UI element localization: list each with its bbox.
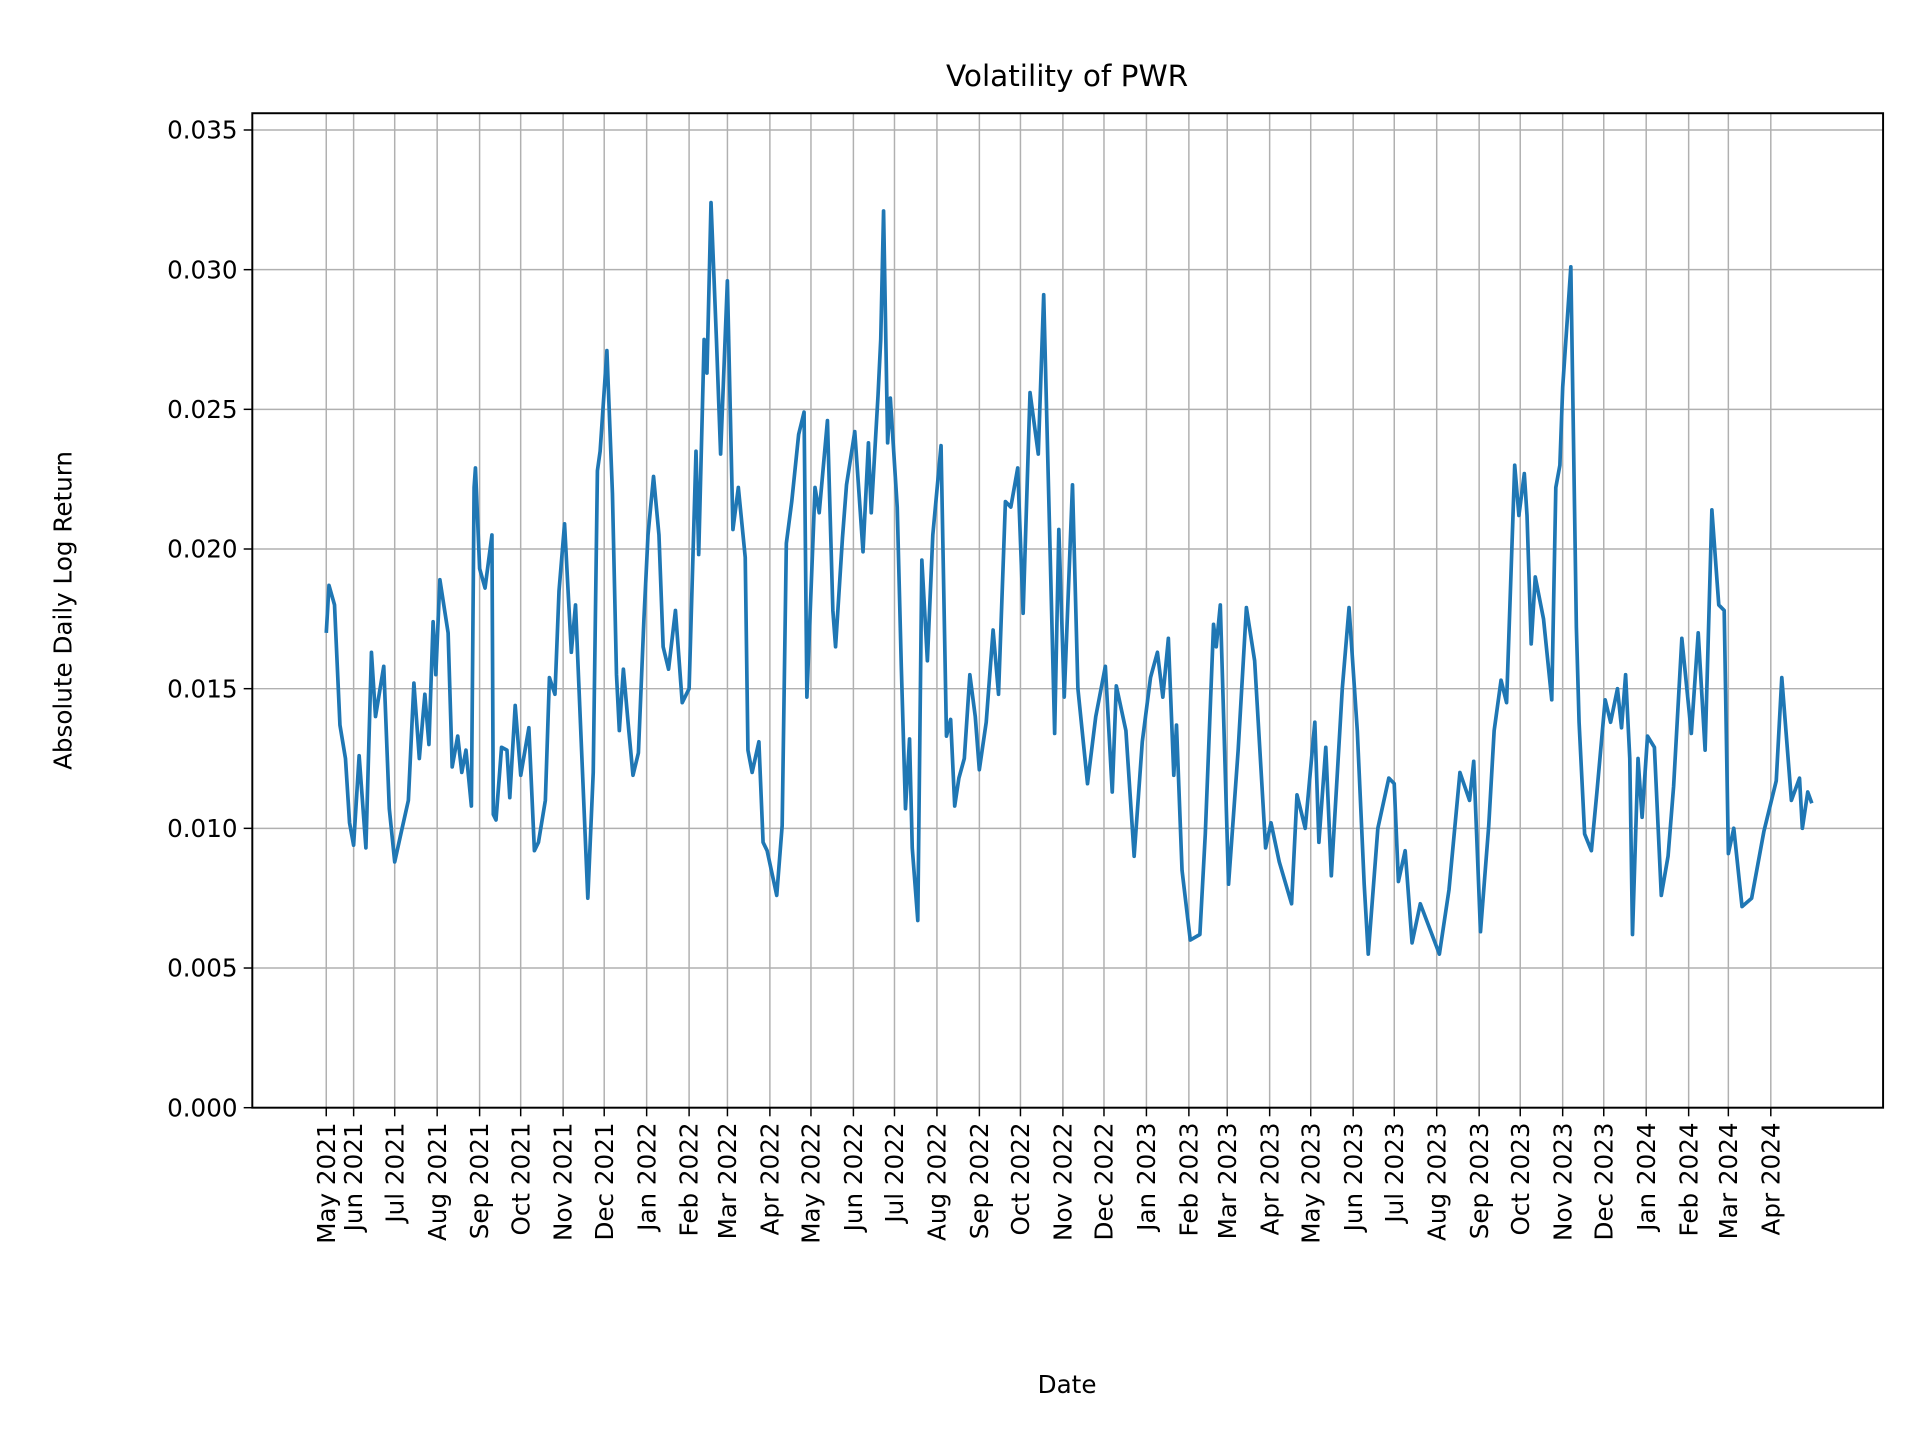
- y-tick-label: 0.005: [167, 954, 237, 983]
- x-tick-label: Oct 2023: [1506, 1122, 1535, 1235]
- y-tick-label: 0.030: [167, 255, 237, 284]
- x-tick-label: Sep 2021: [465, 1122, 494, 1239]
- y-tick-label: 0.025: [167, 395, 237, 424]
- x-axis-label: Date: [1038, 1370, 1097, 1399]
- x-tick-label: Jul 2021: [380, 1122, 409, 1224]
- x-tick-label: Nov 2021: [549, 1122, 578, 1240]
- series-line: [324, 200, 1814, 956]
- x-tick-label: Jan 2024: [1632, 1122, 1661, 1232]
- y-tick-label: 0.015: [167, 674, 237, 703]
- x-tick-label: Jul 2022: [880, 1122, 909, 1224]
- x-tick-label: Jun 2023: [1339, 1122, 1368, 1233]
- x-tick-label: Oct 2022: [1006, 1122, 1035, 1235]
- x-tick-label: Jul 2023: [1380, 1122, 1409, 1224]
- x-tick-label: Aug 2021: [423, 1122, 452, 1241]
- x-tick-label: Oct 2021: [506, 1122, 535, 1235]
- x-tick-label: Apr 2022: [755, 1122, 784, 1235]
- y-tick-label: 0.035: [167, 116, 237, 145]
- y-tick-label: 0.000: [167, 1093, 237, 1122]
- y-axis-label: Absolute Daily Log Return: [48, 451, 77, 770]
- x-tick-label: Mar 2024: [1714, 1122, 1743, 1239]
- x-tick-label: Feb 2022: [675, 1122, 704, 1236]
- x-tick-label: Nov 2022: [1049, 1122, 1078, 1240]
- x-tick-label: Apr 2023: [1255, 1122, 1284, 1235]
- x-tick-label: Jun 2021: [339, 1122, 368, 1233]
- plot-area: [324, 200, 1814, 956]
- x-tick-label: May 2023: [1296, 1122, 1325, 1243]
- axes-frame: [251, 112, 1885, 1109]
- x-tick-label: Nov 2023: [1548, 1122, 1577, 1240]
- x-tick-label: Mar 2023: [1213, 1122, 1242, 1239]
- y-tick-label: 0.020: [167, 535, 237, 564]
- x-tick-label: Apr 2024: [1756, 1122, 1785, 1235]
- x-tick-label: Jun 2022: [839, 1122, 868, 1233]
- y-tick-label: 0.010: [167, 814, 237, 843]
- y-axis: 0.000 0.005 0.010 0.015 0.020 0.025 0.030 0.035: [167, 116, 253, 1122]
- x-tick-label: Dec 2022: [1090, 1122, 1119, 1240]
- x-tick-label: Dec 2021: [590, 1122, 619, 1240]
- x-tick-label: May 2021: [312, 1122, 341, 1243]
- x-tick-label: Jan 2023: [1132, 1122, 1161, 1232]
- x-tick-label: Jan 2022: [632, 1122, 661, 1232]
- x-tick-label: Feb 2024: [1674, 1122, 1703, 1236]
- x-tick-label: May 2022: [797, 1122, 826, 1243]
- x-tick-label: Sep 2023: [1465, 1122, 1494, 1239]
- chart-title: Volatility of PWR: [946, 59, 1188, 93]
- x-tick-label: Aug 2023: [1422, 1122, 1451, 1241]
- x-tick-label: Aug 2022: [923, 1122, 952, 1241]
- x-tick-label: Dec 2023: [1589, 1122, 1618, 1240]
- x-tick-label: Sep 2022: [965, 1122, 994, 1239]
- x-tick-label: Mar 2022: [713, 1122, 742, 1239]
- x-tick-label: Feb 2023: [1174, 1122, 1203, 1236]
